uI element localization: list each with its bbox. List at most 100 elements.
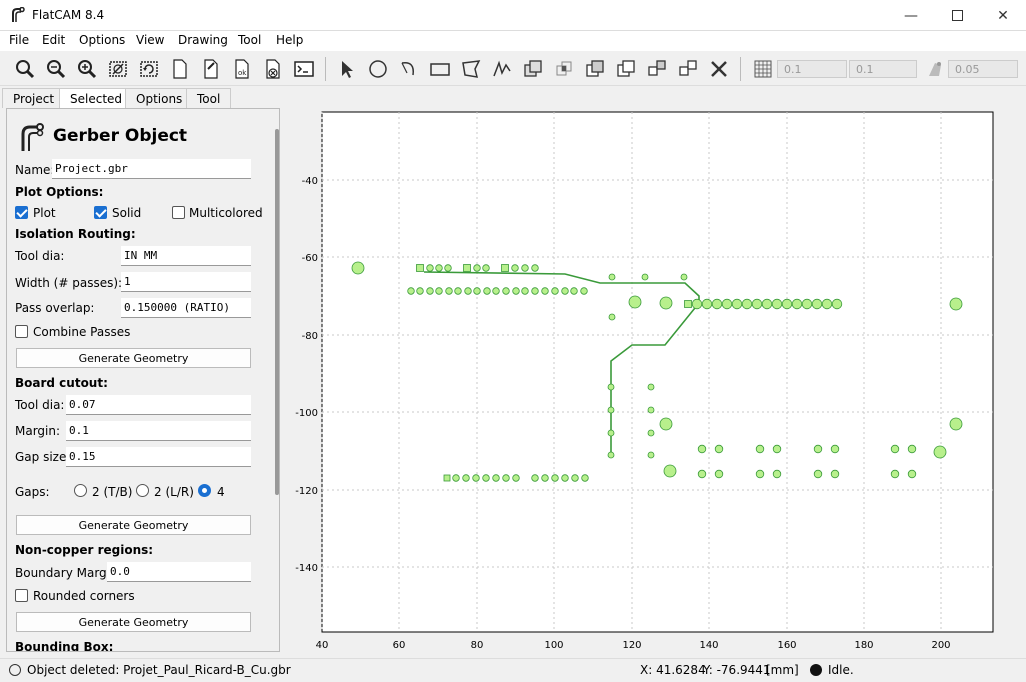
pcb-pad bbox=[492, 474, 500, 482]
shell-icon[interactable] bbox=[294, 59, 314, 79]
pcb-pad-square bbox=[416, 264, 424, 272]
gaps-lr-radio[interactable] bbox=[136, 484, 149, 497]
gaps-tb-radio[interactable] bbox=[74, 484, 87, 497]
pcb-pad bbox=[933, 445, 947, 459]
snap-max-input[interactable]: 0.05 bbox=[948, 60, 1018, 78]
subtract-icon[interactable] bbox=[585, 59, 605, 79]
flatcam-logo-icon bbox=[12, 7, 25, 22]
generate-isolation-button[interactable]: Generate Geometry bbox=[16, 348, 251, 368]
arc-icon[interactable] bbox=[399, 59, 419, 79]
select-icon[interactable] bbox=[337, 59, 357, 79]
pcb-pad bbox=[531, 474, 539, 482]
pcb-pad bbox=[561, 474, 569, 482]
pcb-pad bbox=[781, 298, 793, 310]
pass-overlap-label: Pass overlap: bbox=[15, 301, 95, 315]
path-icon[interactable] bbox=[492, 59, 512, 79]
combine-passes-checkbox[interactable] bbox=[15, 325, 28, 338]
pcb-pad-square bbox=[501, 264, 509, 272]
margin-input[interactable]: 0.1 bbox=[66, 421, 251, 441]
pcb-pad bbox=[608, 313, 616, 321]
menu-help[interactable]: Help bbox=[276, 33, 304, 47]
copy-icon[interactable] bbox=[678, 59, 698, 79]
grid-snap-icon[interactable] bbox=[753, 59, 773, 79]
pcb-pad bbox=[647, 429, 655, 437]
pcb-pad bbox=[571, 474, 579, 482]
maximize-button[interactable] bbox=[934, 0, 980, 31]
zoom-in-icon[interactable] bbox=[77, 59, 97, 79]
pcb-pad bbox=[512, 287, 520, 295]
menu-file[interactable]: File bbox=[9, 33, 30, 47]
circle-icon[interactable] bbox=[368, 59, 388, 79]
pcb-pad bbox=[821, 298, 833, 310]
name-input[interactable]: Project.gbr bbox=[52, 159, 251, 179]
gaps-4-radio[interactable] bbox=[198, 484, 211, 497]
pcb-pad bbox=[714, 444, 724, 454]
plot-checkbox[interactable] bbox=[15, 206, 28, 219]
tab-project[interactable]: Project bbox=[2, 88, 66, 108]
width-passes-input[interactable]: 1 bbox=[121, 272, 251, 292]
polygon-icon[interactable] bbox=[461, 59, 481, 79]
pcb-pad bbox=[462, 474, 470, 482]
pcb-pad bbox=[813, 444, 823, 454]
plot-canvas[interactable]: 40 60 80 100 120 140 160 180 200 -40 -60 -80 -100 -12… bbox=[290, 108, 1018, 656]
corner-snap-icon[interactable] bbox=[925, 59, 945, 79]
panel-scrollbar[interactable] bbox=[275, 129, 279, 495]
multicolored-checkbox[interactable] bbox=[172, 206, 185, 219]
x-tick-label: 160 bbox=[777, 640, 796, 651]
solid-label: Solid bbox=[112, 206, 142, 220]
pcb-pad bbox=[791, 298, 803, 310]
pcb-pad bbox=[647, 451, 655, 459]
tab-tool[interactable]: Tool bbox=[186, 88, 232, 108]
tab-options[interactable]: Options bbox=[125, 88, 194, 108]
tool-dia-input[interactable]: IN MM bbox=[121, 246, 251, 266]
pcb-pad bbox=[416, 287, 424, 295]
tab-selected[interactable]: Selected bbox=[59, 88, 134, 108]
zoom-out-icon[interactable] bbox=[46, 59, 66, 79]
move-icon[interactable] bbox=[647, 59, 667, 79]
grid-y-input[interactable]: 0.1 bbox=[849, 60, 917, 78]
minimize-button[interactable]: — bbox=[888, 0, 934, 31]
pcb-pad bbox=[830, 444, 840, 454]
delete-icon[interactable] bbox=[263, 59, 283, 79]
cut-icon[interactable] bbox=[616, 59, 636, 79]
replot-icon[interactable] bbox=[139, 59, 159, 79]
menu-edit[interactable]: Edit bbox=[42, 33, 66, 47]
plot-area[interactable]: 40 60 80 100 120 140 160 180 200 -40 -60 -80 -100 -12… bbox=[290, 108, 1018, 656]
menu-options[interactable]: Options bbox=[79, 33, 126, 47]
grid-x-input[interactable]: 0.1 bbox=[777, 60, 847, 78]
solid-checkbox[interactable] bbox=[94, 206, 107, 219]
new-geometry-icon[interactable] bbox=[170, 59, 190, 79]
plot-ticks: 40 60 80 100 120 140 160 180 200 -40 -60 -80 -100 -12… bbox=[295, 176, 950, 651]
pcb-pad bbox=[531, 287, 539, 295]
pcb-pad bbox=[607, 383, 615, 391]
generate-noncopper-button[interactable]: Generate Geometry bbox=[16, 612, 251, 632]
rounded-corners-checkbox[interactable] bbox=[15, 589, 28, 602]
gap-size-input[interactable]: 0.15 bbox=[66, 447, 251, 467]
cutout-tool-dia-input[interactable]: 0.07 bbox=[66, 395, 251, 415]
edit-geometry-icon[interactable] bbox=[201, 59, 221, 79]
delete-shape-icon[interactable] bbox=[709, 59, 729, 79]
rectangle-icon[interactable] bbox=[430, 59, 450, 79]
plot-label: Plot bbox=[33, 206, 56, 220]
pcb-pad-square bbox=[463, 264, 471, 272]
update-geometry-icon[interactable]: ok bbox=[232, 59, 252, 79]
plot-frame bbox=[321, 111, 994, 633]
clear-plot-icon[interactable] bbox=[108, 59, 128, 79]
menu-drawing[interactable]: Drawing bbox=[178, 33, 228, 47]
pass-overlap-input[interactable]: 0.150000 (RATIO) bbox=[121, 298, 251, 318]
pcb-pad bbox=[482, 264, 490, 272]
rounded-corners-label: Rounded corners bbox=[33, 589, 135, 603]
union-icon[interactable] bbox=[523, 59, 543, 79]
zoom-fit-icon[interactable] bbox=[15, 59, 35, 79]
x-tick-label: 180 bbox=[854, 640, 873, 651]
status-info-icon bbox=[9, 664, 21, 676]
generate-cutout-button[interactable]: Generate Geometry bbox=[16, 515, 251, 535]
boundary-margin-input[interactable]: 0.0 bbox=[107, 562, 251, 582]
menu-tool[interactable]: Tool bbox=[238, 33, 262, 47]
intersection-icon[interactable] bbox=[554, 59, 574, 79]
menu-view[interactable]: View bbox=[136, 33, 165, 47]
isolation-heading: Isolation Routing: bbox=[15, 227, 136, 241]
pcb-pad bbox=[435, 287, 443, 295]
close-button[interactable]: ✕ bbox=[980, 0, 1026, 31]
pcb-pad bbox=[607, 406, 615, 414]
